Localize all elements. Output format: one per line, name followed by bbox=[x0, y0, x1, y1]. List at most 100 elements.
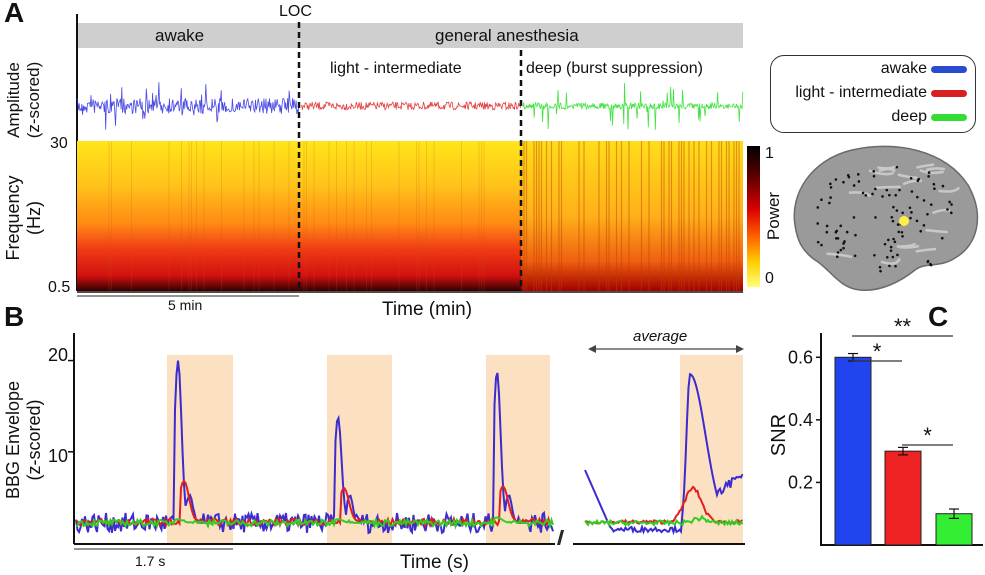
electrode-dot bbox=[816, 222, 820, 225]
legend-swatch-light bbox=[931, 89, 967, 97]
electrode-dot bbox=[835, 229, 839, 233]
electrode-dot bbox=[892, 237, 895, 241]
electrode-dot bbox=[940, 236, 944, 240]
scalebar-5min-label: 5 min bbox=[168, 297, 203, 313]
electrode-dot bbox=[842, 246, 845, 250]
electrode-dot bbox=[874, 216, 877, 219]
electrode-dot bbox=[879, 269, 882, 273]
electrode-dot bbox=[910, 190, 914, 193]
electrode-dot bbox=[857, 180, 861, 183]
stimulus-window-2 bbox=[327, 355, 392, 543]
snr-tick-label-0.4: 0.4 bbox=[788, 410, 813, 430]
legend-label-deep: deep bbox=[891, 108, 927, 125]
electrode-dot bbox=[922, 224, 926, 227]
electrode-dot bbox=[888, 193, 891, 197]
electrode-dot bbox=[897, 230, 901, 234]
electrode-dot bbox=[885, 255, 889, 259]
electrode-dot bbox=[926, 260, 930, 264]
electrode-dot bbox=[894, 264, 897, 268]
stimulus-window-4 bbox=[680, 355, 743, 543]
brain-gyrus bbox=[880, 257, 902, 265]
highlighted-electrode bbox=[899, 216, 909, 226]
electrode-dot bbox=[908, 206, 912, 210]
electrode-dot bbox=[852, 216, 856, 219]
electrode-dot bbox=[889, 249, 893, 252]
electrode-dot bbox=[839, 224, 843, 228]
electrode-dot bbox=[891, 219, 895, 223]
ytick-30: 30 bbox=[50, 135, 68, 152]
electrode-dot bbox=[881, 195, 884, 198]
electrode-dot bbox=[949, 211, 953, 215]
amplitude-trace-light bbox=[300, 100, 522, 111]
electrode-dot bbox=[892, 205, 895, 209]
legend-item-light: light - intermediate bbox=[795, 84, 967, 102]
electrode-dot bbox=[825, 224, 829, 228]
electrode-dot bbox=[816, 240, 820, 244]
electrode-dot bbox=[828, 201, 831, 205]
electrode-dot bbox=[887, 238, 890, 242]
brain-gyrus bbox=[938, 186, 961, 193]
average-label: average bbox=[633, 328, 688, 345]
electrode-dot bbox=[873, 253, 876, 257]
electrode-dot bbox=[816, 206, 820, 209]
electrode-dot bbox=[893, 240, 897, 244]
electrode-dot bbox=[888, 264, 891, 268]
colorbar bbox=[747, 146, 760, 287]
electrode-dot bbox=[889, 245, 893, 249]
electrode-dot bbox=[871, 192, 874, 196]
electrode-dot bbox=[950, 203, 953, 206]
electrode-dot bbox=[909, 176, 913, 180]
snr-tick-label-0.2: 0.2 bbox=[788, 472, 813, 492]
brain-gyrus bbox=[902, 179, 923, 186]
electrode-dot bbox=[842, 242, 845, 245]
brain-gyrus bbox=[925, 167, 946, 172]
electrode-dot bbox=[836, 251, 840, 254]
electrode-dot bbox=[929, 203, 933, 206]
electrode-dot bbox=[835, 255, 839, 259]
electrode-dot bbox=[941, 184, 945, 188]
electrode-dot bbox=[916, 179, 920, 183]
loc-marker-label: LOC bbox=[279, 3, 312, 20]
spectrogram-light bbox=[299, 141, 521, 291]
electrode-dot bbox=[842, 180, 845, 184]
brain-gyrus bbox=[868, 169, 895, 176]
electrode-dot bbox=[829, 182, 832, 186]
electrode-dot bbox=[915, 219, 919, 223]
electrode-dot bbox=[922, 199, 926, 202]
legend-swatch-awake bbox=[931, 65, 967, 73]
electrode-dot bbox=[829, 186, 833, 189]
trace-0-average bbox=[584, 372, 744, 536]
time-min-xlabel: Time (min) bbox=[382, 299, 473, 320]
electrode-dot bbox=[852, 184, 856, 187]
brain-gyrus bbox=[916, 163, 935, 169]
bar-1 bbox=[884, 450, 922, 546]
state-label-awake: awake bbox=[155, 26, 205, 45]
brain-gyrus bbox=[919, 168, 944, 175]
bar-0 bbox=[834, 356, 872, 546]
scalebar-1-7s-label: 1.7 s bbox=[135, 553, 166, 569]
electrode-dot bbox=[854, 233, 857, 237]
electrode-dot bbox=[820, 198, 823, 202]
brain-gyrus bbox=[915, 247, 937, 253]
panel-letter-a: A bbox=[4, 0, 25, 28]
legend: awake light - intermediate deep bbox=[770, 55, 976, 133]
electrode-dot bbox=[885, 188, 889, 192]
stage-label-deep: deep (burst suppression) bbox=[526, 60, 703, 77]
electrode-dot bbox=[878, 265, 882, 269]
brain-gyrus bbox=[897, 173, 918, 179]
electrode-dot bbox=[900, 230, 904, 234]
electrode-dot bbox=[845, 230, 849, 234]
colorbar-tick-1: 1 bbox=[765, 145, 774, 162]
electrode-dot bbox=[946, 208, 949, 211]
ytick-20: 20 bbox=[48, 345, 69, 365]
electrode-dot bbox=[933, 187, 936, 190]
state-bar-anesthesia bbox=[299, 23, 743, 48]
legend-label-awake: awake bbox=[880, 60, 927, 77]
electrode-dot bbox=[846, 173, 850, 177]
electrode-dot bbox=[829, 196, 832, 199]
electrode-dot bbox=[932, 182, 936, 186]
electrode-dot bbox=[839, 248, 843, 252]
